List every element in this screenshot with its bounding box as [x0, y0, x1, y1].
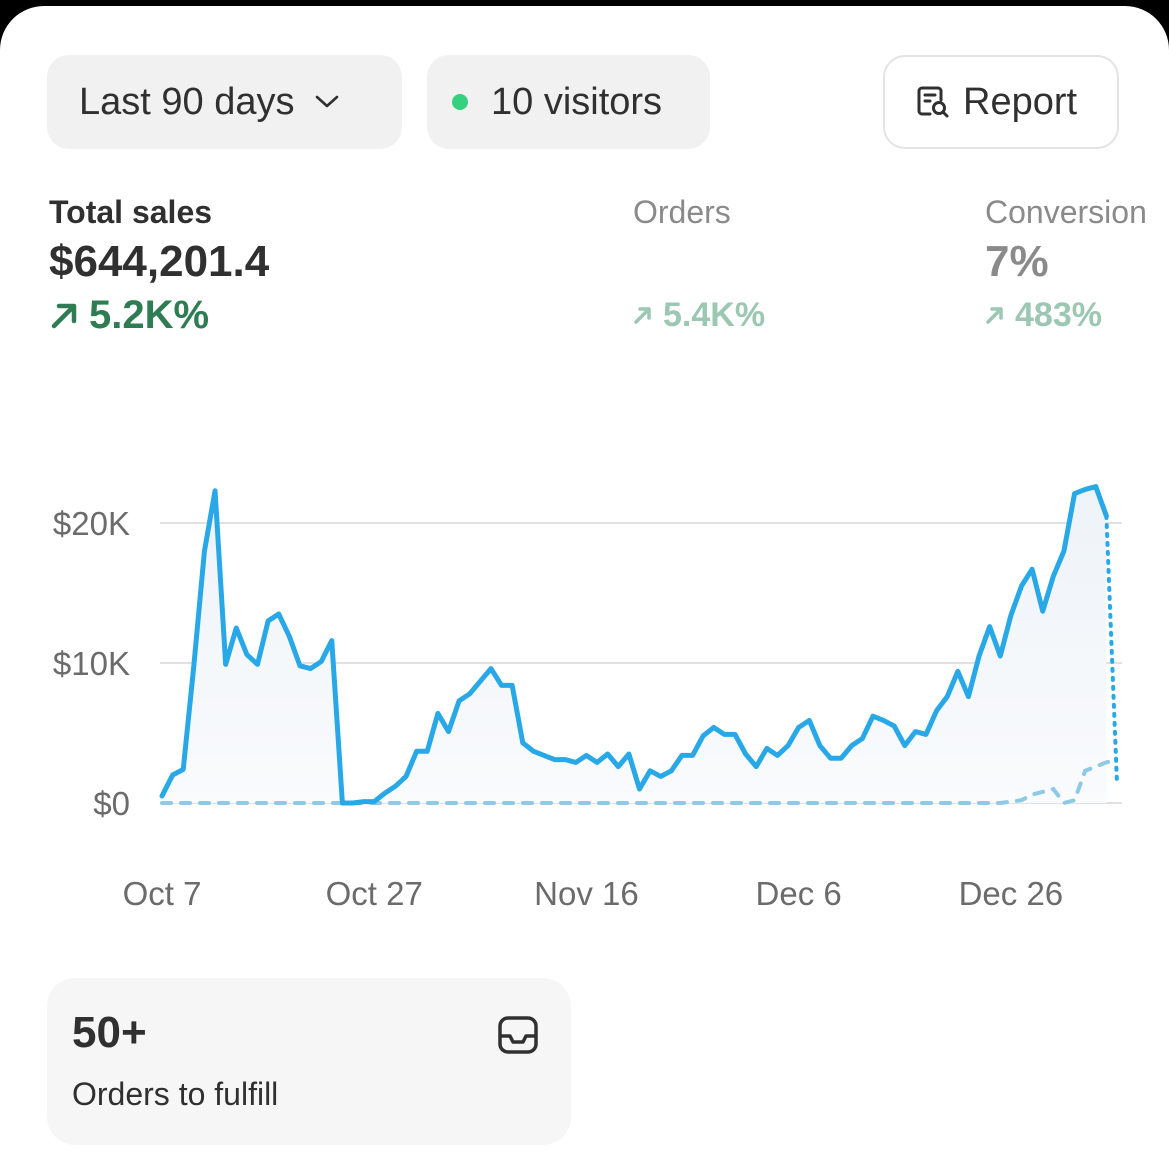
report-icon	[917, 86, 949, 118]
screen: Last 90 days 10 visitors Report Total sa…	[0, 6, 1169, 1169]
metric-change: 483%	[1015, 296, 1102, 334]
up-arrow-icon	[986, 307, 1003, 324]
x-tick-label: Oct 7	[123, 875, 202, 912]
comparison-line	[160, 757, 1119, 806]
metric-value-empty	[633, 234, 765, 290]
metric-label: Total sales	[49, 194, 213, 230]
visitors-button[interactable]: 10 visitors	[427, 55, 710, 149]
inbox-icon	[498, 1016, 538, 1054]
chevron-icon	[316, 95, 339, 108]
x-tick-label: Oct 27	[326, 875, 423, 912]
metric-change: 5.4K%	[663, 296, 766, 334]
y-tick-label: $20K	[53, 505, 130, 542]
date-range-label: Last 90 days	[79, 80, 295, 123]
sales-line-partial	[1104, 514, 1119, 786]
x-tick-label: Nov 16	[534, 875, 639, 912]
card-value: 50+	[72, 1008, 147, 1057]
metric-value: 7%	[985, 237, 1049, 286]
metric-label: Orders	[633, 194, 731, 230]
visitors-label: 10 visitors	[491, 80, 663, 123]
up-arrow-icon	[51, 303, 77, 329]
metric-change: 5.2K%	[89, 293, 210, 337]
card-label: Orders to fulfill	[72, 1076, 279, 1112]
sales-area	[162, 486, 1107, 803]
metric-label: Conversion	[985, 194, 1147, 230]
metric-value: $644,201.4	[49, 237, 270, 286]
report-button[interactable]: Report	[883, 55, 1119, 149]
y-tick-label: $10K	[53, 645, 130, 682]
orders-card[interactable]: 50+ Orders to fulfill	[47, 978, 571, 1145]
metric-conversion[interactable]: Conversion 7% 483%	[985, 192, 1147, 340]
metric-total-sales[interactable]: Total sales $644,201.4 5.2K%	[49, 192, 269, 340]
metric-orders[interactable]: Orders 5.4K%	[633, 192, 765, 340]
sales-chart: $0 $10K $20K Oct 7 Oct 27 Nov 16 Dec 6 Dec 26	[53, 484, 1122, 912]
sales-line	[159, 484, 1109, 806]
x-tick-label: Dec 6	[756, 875, 842, 912]
up-arrow-icon	[634, 307, 651, 324]
live-dot	[452, 94, 468, 110]
date-range-button[interactable]: Last 90 days	[47, 55, 402, 149]
report-label: Report	[963, 80, 1078, 123]
x-tick-label: Dec 26	[959, 875, 1064, 912]
y-tick-label: $0	[93, 785, 130, 822]
